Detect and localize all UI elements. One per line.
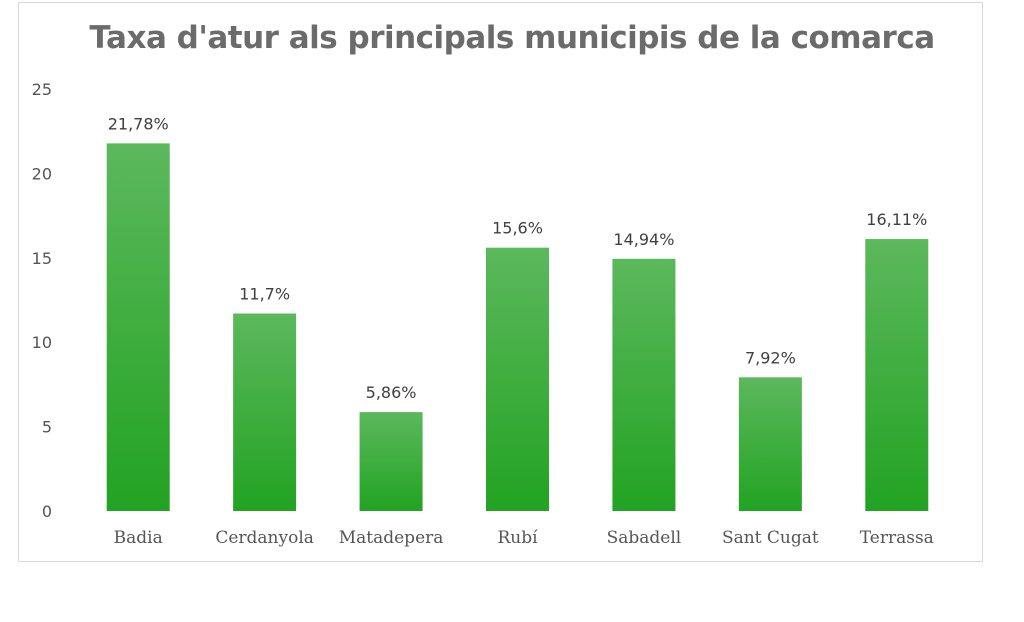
- x-axis: Badia Cerdanyola Matadepera Rubí Sabadell San…: [114, 528, 934, 548]
- data-label: 11,7%: [239, 285, 290, 304]
- bar-matadepera: [359, 412, 423, 511]
- bar-terrassa: [865, 239, 929, 511]
- y-tick-label: 20: [32, 164, 52, 183]
- data-label: 14,94%: [613, 230, 674, 249]
- y-tick-label: 10: [32, 333, 52, 352]
- x-category-label: Terrassa: [860, 528, 934, 548]
- data-label: 5,86%: [366, 383, 417, 402]
- data-label: 16,11%: [866, 210, 927, 229]
- data-label: 21,78%: [108, 114, 169, 133]
- y-tick-label: 5: [42, 418, 52, 437]
- bar-cerdanyola: [233, 313, 297, 511]
- data-labels: 21,78% 11,7% 5,86% 15,6% 14,94% 7,92% 16,11%: [108, 114, 928, 402]
- x-category-label: Sant Cugat: [722, 528, 819, 548]
- bar-sabadell: [612, 258, 676, 511]
- y-axis: 0 5 10 15 20 25: [32, 80, 52, 521]
- x-category-label: Cerdanyola: [215, 528, 314, 548]
- x-category-label: Sabadell: [607, 528, 682, 548]
- chart-title: Taxa d'atur als principals municipis de …: [89, 20, 935, 56]
- bar-badia: [106, 143, 170, 511]
- y-tick-label: 25: [32, 80, 52, 99]
- bar-rubí: [486, 247, 549, 511]
- x-category-label: Rubí: [497, 528, 538, 548]
- y-tick-label: 15: [32, 249, 52, 268]
- bar-sant-cugat: [738, 377, 802, 511]
- x-category-label: Matadepera: [339, 528, 444, 548]
- x-category-label: Badia: [114, 528, 163, 548]
- bars: [106, 143, 929, 511]
- data-label: 7,92%: [745, 348, 796, 367]
- data-label: 15,6%: [492, 219, 543, 238]
- y-tick-label: 0: [42, 502, 52, 521]
